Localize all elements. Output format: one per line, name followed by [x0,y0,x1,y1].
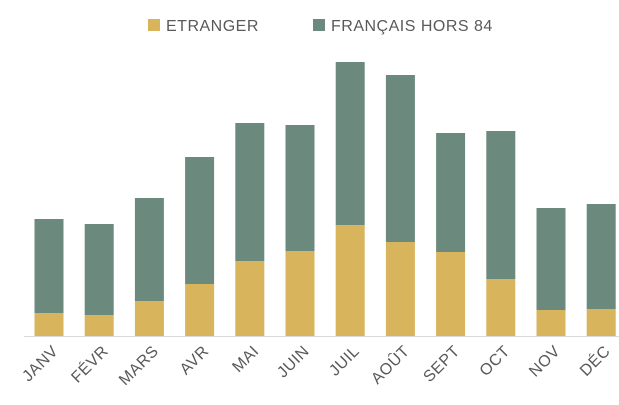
legend-label: ETRANGER [166,18,259,35]
bar-segment [385,242,415,336]
x-tick-label: JUIL [326,343,363,380]
bar-segment [235,261,265,336]
bar-segment [134,198,164,301]
x-tick-label: JUIN [274,343,313,382]
bar-segment [285,251,315,336]
legend-swatch [313,19,325,31]
bar-segment [586,309,616,336]
bar-segment [235,123,265,261]
x-tick-label: FÉVR [67,341,112,386]
x-tick-label: SEPT [420,343,463,386]
bar-segment [84,224,114,315]
bar-segment [185,157,215,284]
x-tick-label: OCT [477,343,514,380]
bar-segment [486,131,516,279]
bar-segment [536,208,566,310]
x-tick-label: JANV [19,343,61,385]
bar-segment [486,279,516,336]
bar-segment [385,75,415,242]
x-tick-label: MAI [229,343,262,376]
bar-segment [134,301,164,336]
bar-segment [185,284,215,336]
legend-label: FRANÇAIS HORS 84 [331,18,493,35]
bar-segment [436,133,466,252]
bar-segment [34,313,64,336]
bar-segment [586,204,616,309]
legend-swatch [148,19,160,31]
x-tick-label: AVR [177,343,213,379]
bar-segment [536,310,566,336]
bar-segment [285,125,315,251]
bar-segment [335,62,365,225]
bar-segment [335,225,365,336]
x-tick-label: NOV [526,343,564,381]
x-tick-label: AOÛT [367,341,413,387]
bar-segment [84,315,114,336]
x-tick-label: MARS [116,343,162,389]
bar-segment [34,219,64,313]
bar-segment [436,252,466,336]
x-tick-label: DÉC [576,341,614,379]
